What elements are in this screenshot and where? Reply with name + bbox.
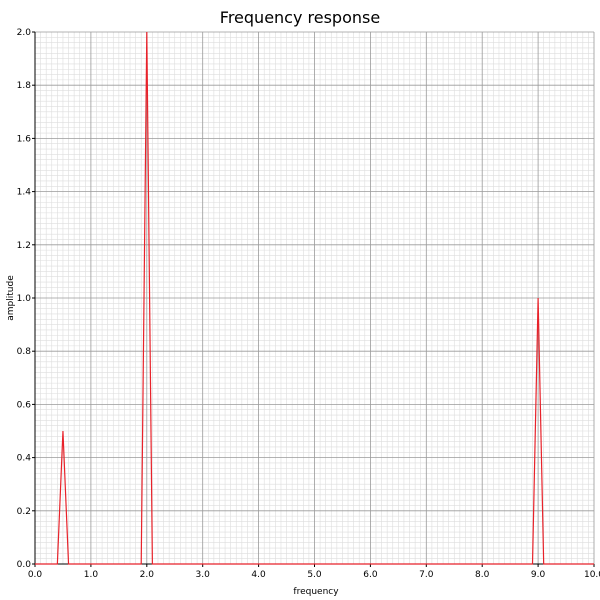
y-tick-label: 1.6 (17, 134, 32, 144)
x-tick-label: 0.0 (28, 570, 43, 580)
y-tick-label: 0.0 (17, 560, 32, 570)
x-tick-label: 9.0 (531, 570, 546, 580)
x-tick-label: 3.0 (196, 570, 211, 580)
y-tick-label: 0.6 (17, 400, 32, 410)
x-tick-label: 8.0 (475, 570, 490, 580)
y-tick-label: 2.0 (17, 28, 32, 38)
x-tick-label: 5.0 (307, 570, 322, 580)
x-tick-label: 7.0 (419, 570, 434, 580)
y-tick-label: 1.0 (17, 294, 32, 304)
y-axis-ticks: 0.0 0.2 0.4 0.6 0.8 1.0 1.2 1.4 1.6 1.8 2.0 (17, 28, 35, 570)
y-axis-label: amplitude (6, 275, 16, 321)
x-tick-label: 4.0 (251, 570, 266, 580)
major-grid (34, 31, 595, 565)
y-tick-label: 1.8 (17, 81, 32, 91)
y-tick-label: 1.2 (17, 241, 31, 251)
x-axis-label: frequency (293, 587, 339, 597)
y-tick-label: 0.2 (17, 507, 31, 517)
x-tick-label: 1.0 (84, 570, 99, 580)
x-axis-ticks: 0.0 1.0 2.0 3.0 4.0 5.0 6.0 7.0 8.0 9.0 10.0 (28, 564, 600, 580)
series-line (35, 31, 594, 565)
y-tick-label: 1.4 (17, 188, 32, 198)
x-tick-label: 6.0 (363, 570, 378, 580)
y-tick-label: 0.8 (17, 347, 32, 357)
chart-title: Frequency response (220, 8, 380, 27)
series-layer (35, 31, 594, 565)
x-tick-label: 10.0 (584, 570, 600, 580)
x-tick-label: 2.0 (140, 570, 155, 580)
y-tick-label: 0.4 (17, 454, 32, 464)
